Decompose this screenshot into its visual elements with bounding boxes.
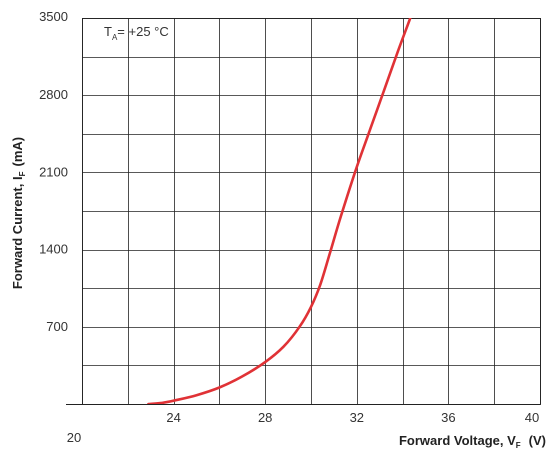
temperature-annotation: TA= +25 °C [104,24,169,42]
series-line [147,18,412,404]
x-tick-label: 40 [525,410,539,425]
tick-labels: 20 24 28 32 36 40 700 1400 2100 2800 3500 [39,9,539,445]
y-axis-label: Forward Current, IF(mA) [10,137,27,289]
x-tick-label: 24 [166,410,180,425]
x-axis-label: Forward Voltage, VF (V) [399,433,546,450]
series-layer [147,18,412,404]
grid [66,18,541,405]
y-tick-label: 1400 [39,242,68,257]
y-tick-label: 700 [46,319,68,334]
x-tick-label: 36 [441,410,455,425]
y-tick-label: 2800 [39,87,68,102]
x-tick-label: 20 [67,430,81,445]
y-tick-label: 2100 [39,164,68,179]
y-tick-label: 3500 [39,9,68,24]
x-tick-label: 32 [350,410,364,425]
x-tick-label: 28 [258,410,272,425]
